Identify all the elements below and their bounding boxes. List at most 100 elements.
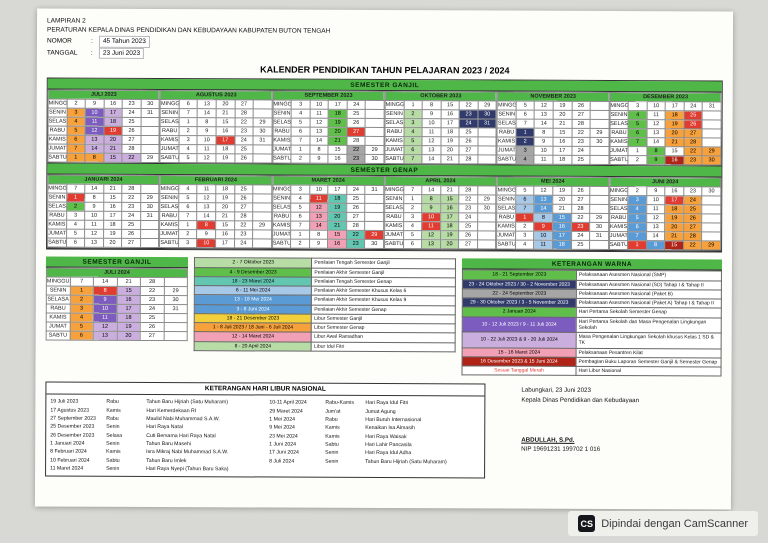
legend-range: 16 Desember 2023 & 15 Juni 2024 — [462, 356, 577, 367]
holiday-date: 1 Juni 2024 — [269, 441, 297, 448]
holiday-day: Kamis — [325, 433, 340, 440]
date-cell: 1 — [515, 213, 535, 223]
date-cell: 5 — [66, 126, 86, 136]
date-cell: 24 — [571, 231, 590, 241]
legend-range: 22 - 24 September 2023 — [462, 288, 577, 299]
date-cell: 22 — [458, 195, 478, 205]
date-cell — [702, 205, 721, 215]
date-cell — [252, 212, 272, 222]
date-cell — [477, 231, 496, 241]
legend-rows: 18 - 21 September 2023 Pelaksanaan Asesme… — [461, 269, 722, 377]
date-cell: 17 — [665, 196, 684, 206]
date-cell: 28 — [458, 186, 478, 196]
date-cell: 15 — [116, 286, 141, 296]
date-cell: 15 — [552, 213, 572, 223]
date-cell: 17 — [328, 185, 347, 195]
legend-range: 23 - 24 Oktober 2023 / 30 - 2 November 2… — [462, 279, 577, 290]
date-cell: 18 — [328, 109, 347, 119]
date-cell: 31 — [163, 304, 188, 314]
date-cell: 24 — [683, 102, 703, 112]
date-cell: 22 — [234, 118, 254, 128]
date-cell — [365, 194, 384, 204]
date-cell: 30 — [590, 137, 609, 147]
date-cell: 31 — [702, 102, 722, 112]
date-cell: 25 — [346, 109, 366, 119]
date-cell: 17 — [103, 211, 122, 221]
date-cell — [702, 214, 721, 224]
date-cell: 26 — [683, 120, 703, 130]
date-cell: 15 — [216, 118, 235, 128]
date-cell: 25 — [459, 128, 478, 138]
day-name-label: SENIN — [609, 195, 628, 205]
date-cell — [477, 222, 496, 232]
legend-range: 18 - 21 September 2023 — [462, 270, 577, 280]
holiday-date: 17 Agustus 2023 — [50, 407, 90, 414]
month-title: JUNI 2024 — [609, 177, 721, 188]
date-cell: 8 — [85, 153, 104, 163]
day-name-label: MINGGU — [497, 186, 516, 196]
holiday-date: 8 Juli 2024 — [269, 458, 295, 465]
date-cell: 24 — [122, 108, 141, 118]
date-cell: 24 — [346, 100, 366, 110]
day-name-label: MINGGU — [272, 100, 292, 110]
holiday-date: 26 Desember 2023 — [50, 432, 95, 439]
date-cell: 2 — [628, 155, 647, 165]
month-title: MARET 2024 — [272, 176, 384, 186]
date-cell: 9 — [534, 222, 553, 232]
date-cell — [252, 230, 272, 240]
date-cell: 27 — [571, 195, 590, 205]
date-cell: 11 — [309, 194, 329, 204]
date-cell: 27 — [571, 110, 591, 120]
date-cell: 8 — [309, 145, 329, 155]
date-cell: 24 — [140, 304, 164, 314]
date-cell: 29 — [163, 286, 188, 296]
date-cell — [252, 185, 272, 195]
date-cell: 1 — [515, 128, 535, 138]
date-cell: 12 — [84, 229, 104, 239]
date-cell: 17 — [215, 136, 235, 146]
date-cell — [163, 322, 188, 332]
date-cell: 2 — [66, 99, 86, 109]
date-cell: 30 — [477, 204, 497, 214]
date-cell: 8 — [646, 240, 665, 251]
date-cell: 2 — [515, 222, 535, 232]
date-cell: 19 — [215, 154, 235, 164]
date-cell: 28 — [346, 136, 366, 146]
legend-range: 29 - 30 Oktober 2023 / 3 - 5 November 20… — [462, 297, 577, 308]
holiday-day: Rabu — [106, 415, 119, 422]
date-cell: 2 — [178, 126, 198, 137]
date-cell — [140, 126, 160, 136]
holiday-day: Senin — [325, 458, 339, 465]
date-cell: 27 — [346, 127, 366, 137]
date-cell: 26 — [459, 137, 478, 147]
date-cell: 30 — [477, 110, 497, 120]
scanned-document-page: LAMPIRAN 2 PERATURAN KEPALA DINAS PENDID… — [34, 8, 734, 510]
date-cell: 4 — [628, 110, 647, 120]
date-cell: 13 — [534, 195, 553, 205]
date-cell: 20 — [664, 223, 684, 233]
date-cell: 12 — [309, 203, 329, 213]
date-cell: 25 — [458, 222, 478, 232]
date-cell: 25 — [122, 117, 141, 127]
date-cell: 16 — [552, 137, 572, 147]
date-cell: 21 — [216, 109, 235, 119]
date-cell — [477, 186, 497, 196]
date-cell: 26 — [121, 229, 141, 239]
schedule-range: 18 - 23 Maret 2024 — [194, 276, 312, 287]
date-cell: 20 — [665, 129, 684, 139]
day-name-label: SABTU — [609, 155, 629, 165]
day-name-label: KAMIS — [609, 137, 629, 147]
date-cell: 28 — [234, 109, 254, 119]
date-cell: 21 — [116, 277, 141, 287]
holiday-row: 8 Juli 2024 Senin Tahun Baru Hijriah (Satu… — [269, 457, 480, 466]
months-row-2: JANUARI 2024 MINGGU 7 14 21 28 SENIN 1 8 15 22 29 SE… — [47, 174, 722, 252]
date-cell: 21 — [440, 155, 460, 165]
date-cell — [365, 127, 385, 137]
date-cell: 23 — [458, 204, 478, 214]
schedule-description: Libur Idul Fitri — [311, 341, 456, 352]
day-name-label: SELASA — [497, 119, 516, 129]
date-cell: 10 — [309, 185, 329, 195]
bottom-section: SEMESTER GANJIL JULI 2024 MINGGU 7 14 21 28 SEN… — [45, 256, 722, 377]
date-cell: 8 — [646, 146, 666, 157]
date-cell: 11 — [421, 222, 441, 232]
